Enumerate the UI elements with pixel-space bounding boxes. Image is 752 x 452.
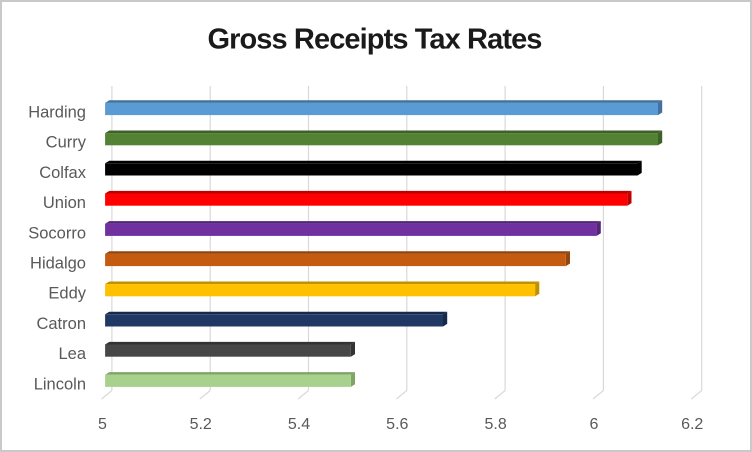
svg-text:Colfax: Colfax — [39, 164, 87, 182]
svg-text:Harding: Harding — [28, 104, 86, 122]
svg-text:5.4: 5.4 — [288, 416, 310, 433]
svg-text:Socorro: Socorro — [28, 224, 86, 242]
svg-text:Lea: Lea — [58, 345, 86, 363]
svg-text:5: 5 — [98, 416, 107, 433]
svg-text:5.8: 5.8 — [484, 416, 506, 433]
svg-text:Gross Receipts Tax Rates: Gross Receipts Tax Rates — [207, 24, 541, 56]
svg-text:Lincoln: Lincoln — [34, 375, 86, 393]
svg-text:Hidalgo: Hidalgo — [30, 255, 86, 273]
svg-text:5.6: 5.6 — [386, 416, 408, 433]
svg-text:Eddy: Eddy — [48, 285, 86, 303]
svg-text:6: 6 — [589, 416, 598, 433]
svg-text:Catron: Catron — [36, 315, 86, 333]
svg-text:5.2: 5.2 — [190, 416, 212, 433]
svg-text:Curry: Curry — [46, 134, 87, 152]
svg-text:6.2: 6.2 — [681, 416, 703, 433]
svg-text:Union: Union — [43, 194, 86, 212]
